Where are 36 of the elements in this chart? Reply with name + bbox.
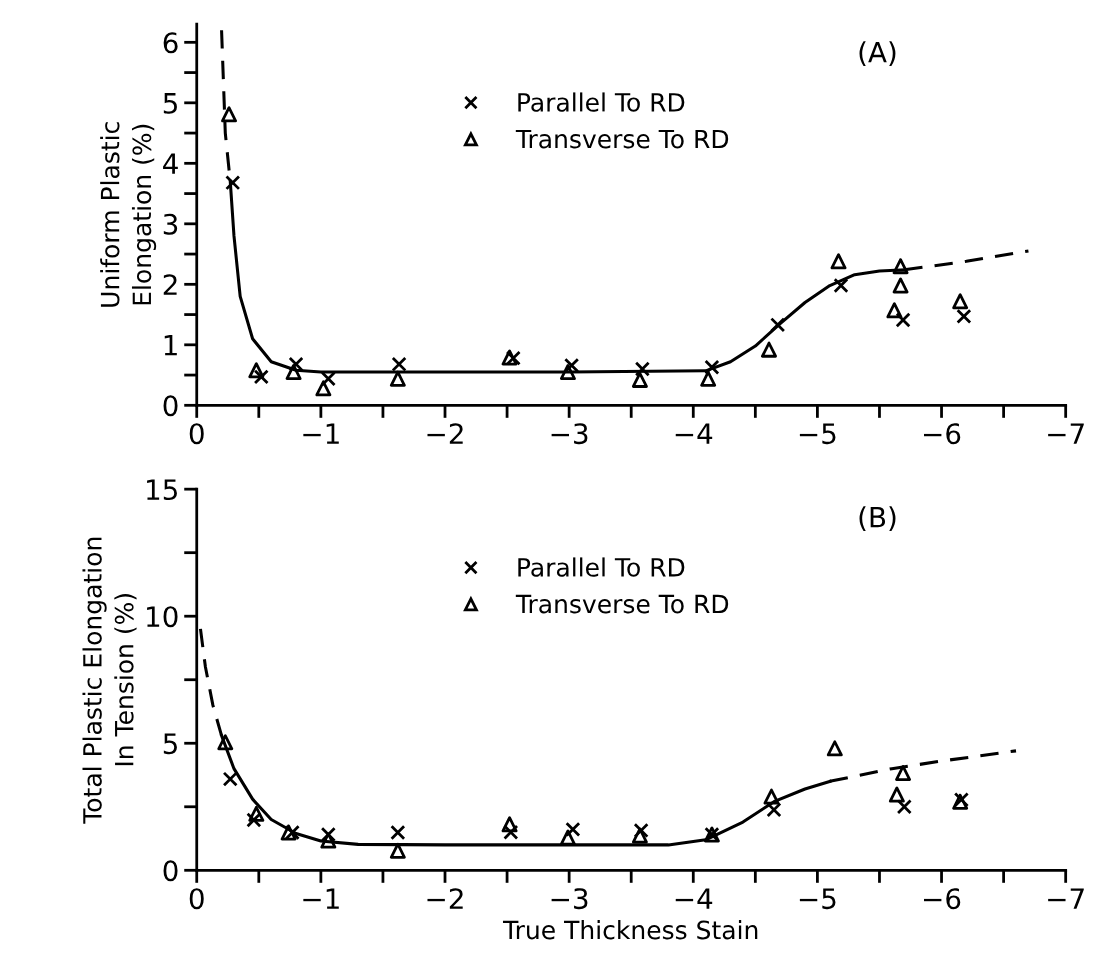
y-tick-label: 10 <box>147 606 178 628</box>
x-tick-label: −6 <box>924 423 961 445</box>
y-tick-label: 5 <box>163 93 177 114</box>
x-tick-label: −1 <box>303 423 339 444</box>
y-tick-label: 1 <box>164 335 177 356</box>
x-tick-label: −5 <box>799 888 836 910</box>
x-tick-label: −2 <box>427 888 463 909</box>
x-tick-label: −7 <box>1048 888 1084 909</box>
x-tick-label: 0 <box>189 888 204 910</box>
y-axis-title: Uniform Plastic Elongation (%) <box>100 122 157 307</box>
annotation: (A) <box>859 41 896 66</box>
y-tick-label: 6 <box>163 32 178 54</box>
x-tick-label: −4 <box>675 423 713 444</box>
x-axis-title: True Thickness Stain <box>502 920 758 940</box>
y-tick-label: 2 <box>163 274 177 295</box>
x-tick-label: −1 <box>303 888 339 909</box>
y-tick-label: 0 <box>163 395 178 417</box>
x-tick-label: −6 <box>924 888 961 910</box>
x-tick-label: 0 <box>189 423 204 445</box>
y-axis-title: Total Plastic Elongation In Tension (%) <box>82 537 137 824</box>
x-tick-label: −5 <box>799 423 836 445</box>
legend-label: Parallel To RD <box>518 557 685 577</box>
y-tick-label: 3 <box>163 213 178 235</box>
x-tick-label: −4 <box>675 888 713 909</box>
x-tick-label: −3 <box>551 888 588 910</box>
x-tick-label: −3 <box>551 423 588 445</box>
legend-label: Parallel To RD <box>518 92 685 112</box>
legend-label: Transverse To RD <box>515 594 729 614</box>
y-tick-label: 5 <box>163 733 177 755</box>
x-tick-label: −2 <box>427 423 463 444</box>
y-tick-label: 4 <box>163 153 178 174</box>
x-tick-label: −7 <box>1048 423 1084 444</box>
y-tick-label: 0 <box>163 860 178 882</box>
legend-label: Transverse To RD <box>515 129 729 149</box>
annotation: (B) <box>859 506 896 531</box>
y-tick-label: 15 <box>147 479 177 501</box>
